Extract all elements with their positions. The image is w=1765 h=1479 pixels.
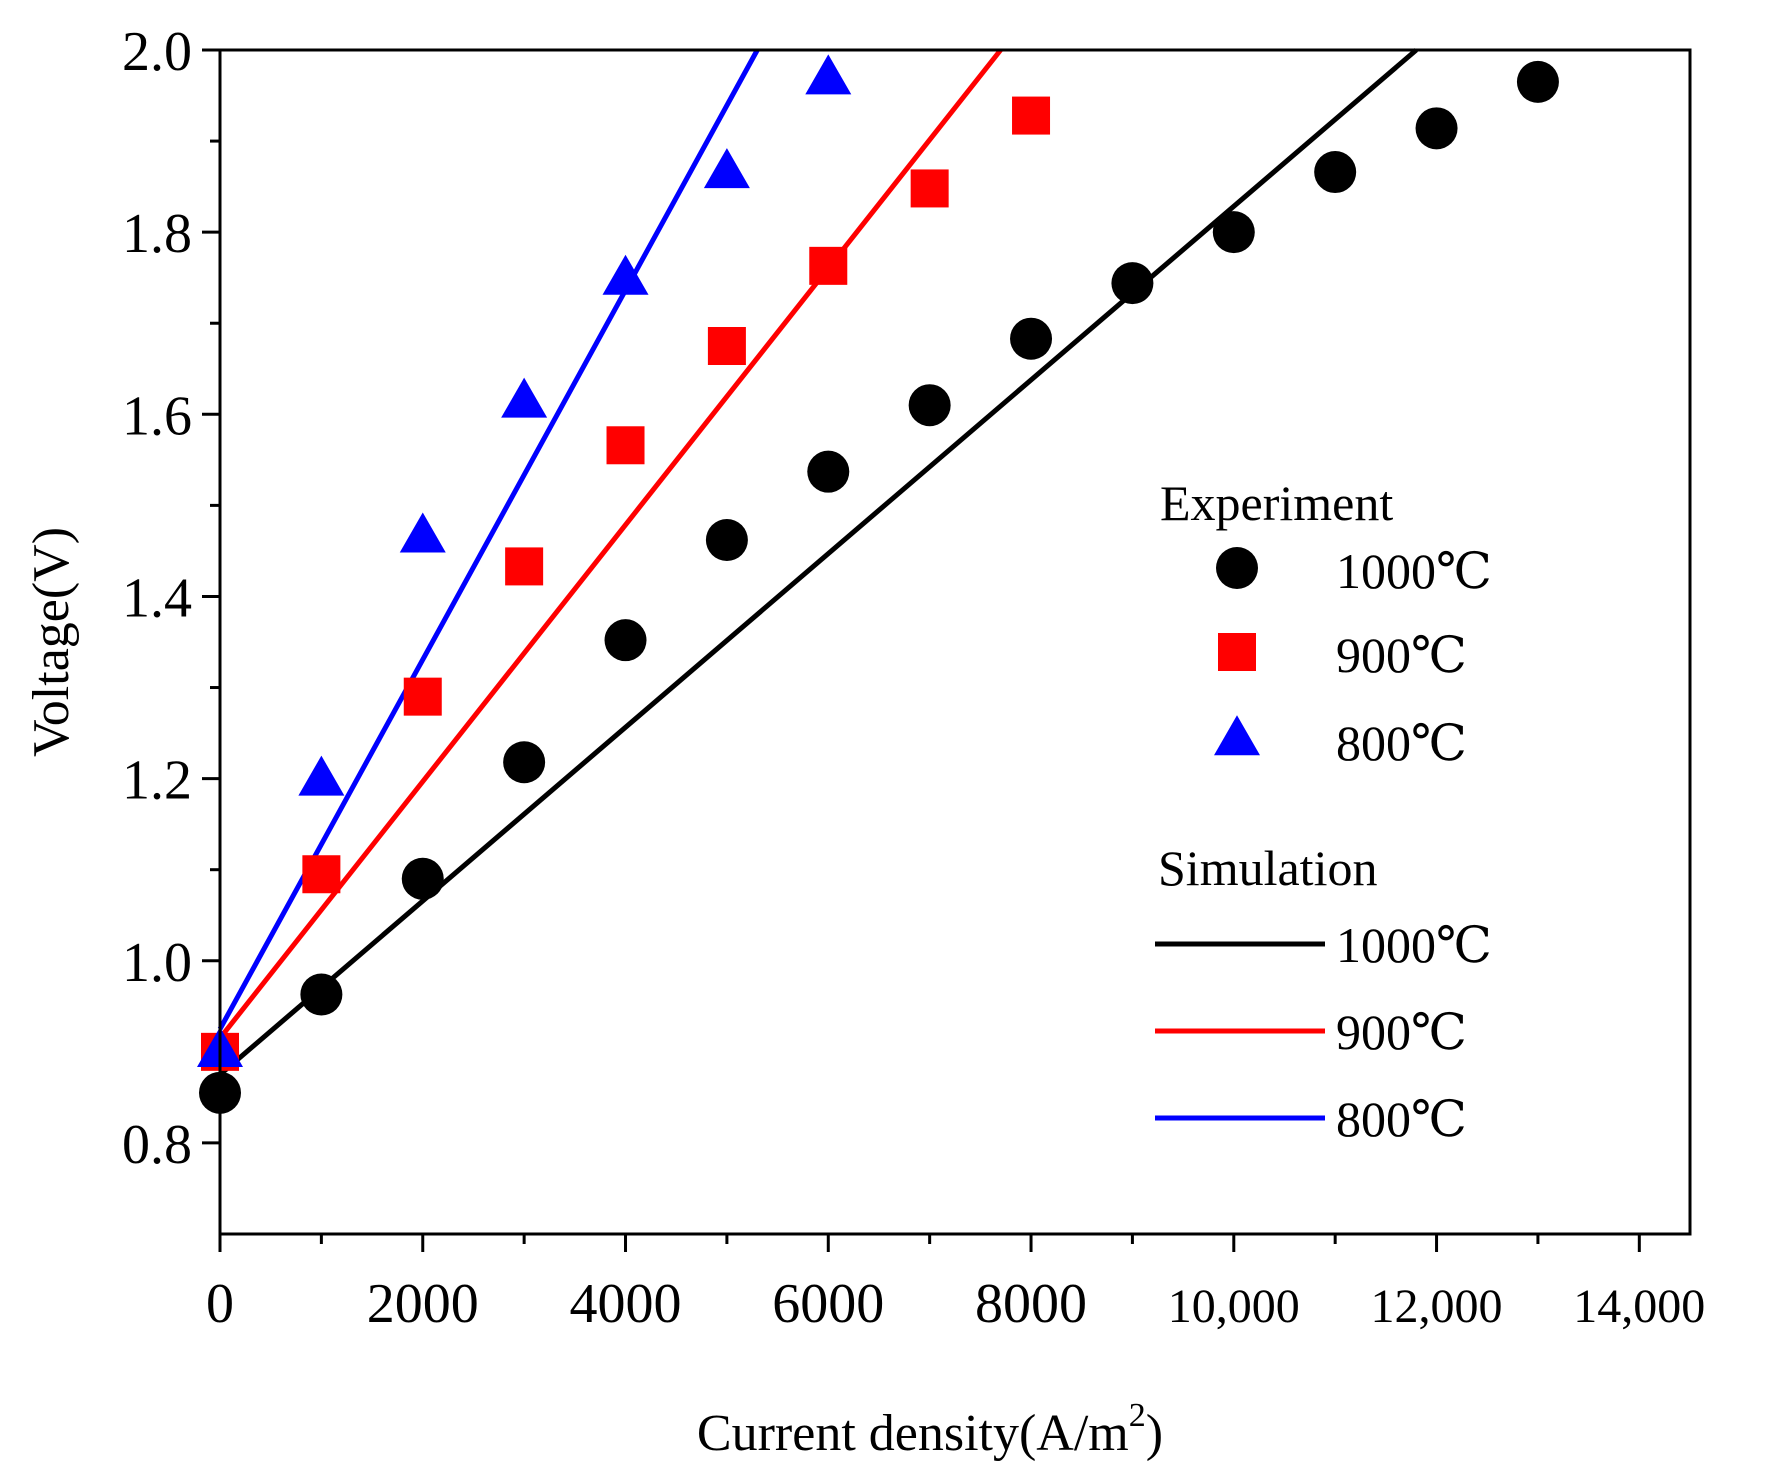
experiment-point <box>705 518 748 561</box>
y-tick-label: 1.6 <box>122 385 192 447</box>
legend-experiment-heading: Experiment <box>1160 475 1393 531</box>
x-tick-label: 2000 <box>367 1273 479 1335</box>
experiment-point <box>1012 96 1051 135</box>
legend-simulation-label: 800℃ <box>1336 1091 1467 1147</box>
y-tick-label: 1.0 <box>122 932 192 994</box>
experiment-point <box>807 450 850 493</box>
experiment-point <box>298 755 345 796</box>
experiment-point <box>1415 107 1458 150</box>
legend-experiment-label: 800℃ <box>1336 715 1467 771</box>
experiment-point <box>604 619 647 662</box>
experiment-point <box>401 857 444 900</box>
x-tick-label: 14,000 <box>1573 1280 1705 1333</box>
experiment-point <box>1010 317 1053 360</box>
legend: Experiment Simulation 1000℃ 900℃ 800℃ 1000℃… <box>1155 475 1492 1147</box>
experiment-point <box>399 512 446 553</box>
x-tick-label: 8000 <box>975 1273 1087 1335</box>
experiment-markers <box>197 54 1559 1114</box>
legend-experiment-marker <box>1218 633 1256 671</box>
x-tick-label: 4000 <box>570 1273 682 1335</box>
x-tick-label: 12,000 <box>1371 1280 1503 1333</box>
experiment-point <box>1314 151 1357 194</box>
experiment-point <box>908 384 951 427</box>
experiment-point <box>302 855 341 894</box>
x-tick-label: 10,000 <box>1168 1280 1300 1333</box>
experiment-point <box>703 148 750 189</box>
x-tick-label: 0 <box>206 1273 234 1335</box>
legend-simulation-label: 1000℃ <box>1336 917 1492 973</box>
experiment-point <box>602 254 649 295</box>
y-tick-label: 1.4 <box>122 567 192 629</box>
legend-experiment-marker <box>1216 547 1258 589</box>
legend-simulation-label: 900℃ <box>1336 1004 1467 1060</box>
y-tick-label: 1.2 <box>122 750 192 812</box>
legend-experiment-marker <box>1214 715 1260 756</box>
experiment-point <box>805 54 852 95</box>
experiment-point <box>1212 211 1255 254</box>
experiment-point <box>707 327 746 365</box>
experiment-point <box>910 169 949 208</box>
experiment-point <box>403 677 442 716</box>
simulation-line <box>218 48 1003 1040</box>
experiment-point <box>505 547 544 586</box>
x-axis-title: Current density(A/m2) <box>697 1397 1163 1462</box>
y-tick-label: 1.8 <box>122 203 192 265</box>
experiment-point <box>300 973 343 1016</box>
axes-layer: 0 2000 4000 6000 8000 10,000 12,000 14,000 0.8 1.… <box>122 21 1705 1335</box>
plot-frame <box>218 48 1692 1236</box>
experiment-point <box>503 741 546 784</box>
y-tick-label: 2.0 <box>122 21 192 83</box>
experiment-point <box>501 377 548 418</box>
legend-simulation-heading: Simulation <box>1158 840 1377 896</box>
y-tick-label: 0.8 <box>122 1114 192 1176</box>
experiment-point <box>809 246 848 285</box>
legend-experiment-label: 1000℃ <box>1336 543 1492 599</box>
y-axis-title: Voltage(V) <box>23 527 80 757</box>
experiment-point <box>1516 60 1559 103</box>
simulation-line <box>217 48 760 1031</box>
legend-experiment-label: 900℃ <box>1336 627 1467 683</box>
x-tick-label: 6000 <box>772 1273 884 1335</box>
experiment-point <box>1111 262 1154 305</box>
experiment-point <box>606 426 645 465</box>
